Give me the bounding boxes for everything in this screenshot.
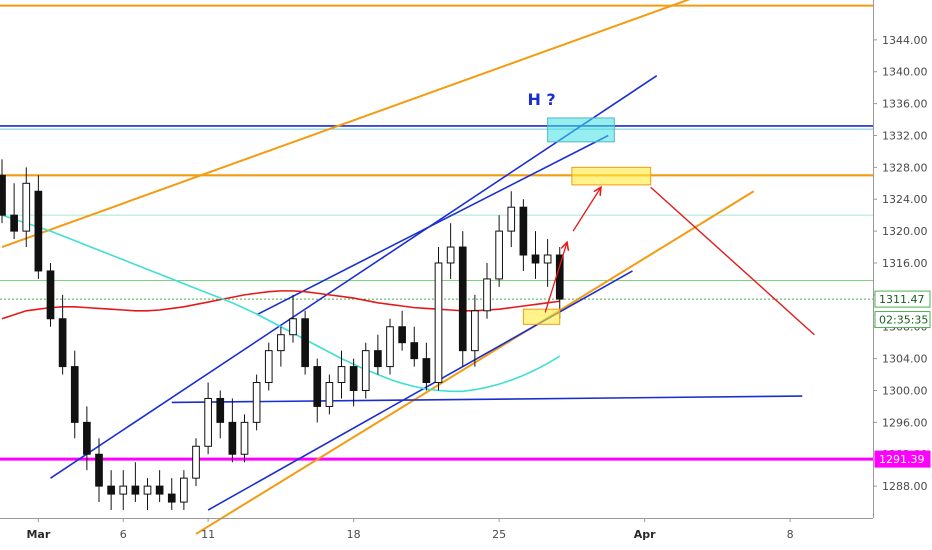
candle-body — [519, 206, 528, 256]
candle-body — [155, 485, 164, 495]
candle-body — [0, 174, 6, 216]
candle-body — [386, 326, 394, 368]
trendline-blue-upper — [50, 75, 658, 479]
x-tick-label: 18 — [347, 528, 361, 541]
trendline-blue-lower — [207, 270, 633, 511]
candle-body — [10, 214, 18, 232]
x-tick-label: 25 — [492, 528, 506, 541]
drawings-front-layer — [522, 117, 652, 325]
candle-body — [446, 246, 455, 264]
candle-body — [131, 485, 140, 495]
candle-body — [192, 445, 200, 479]
candle-body — [240, 421, 249, 455]
candle-body — [543, 254, 552, 264]
candle-body — [264, 350, 273, 384]
x-tick-label: 6 — [120, 528, 127, 541]
candle-body — [216, 397, 225, 423]
candle-body — [277, 334, 285, 352]
candle-body — [180, 477, 188, 503]
price-badge-box — [874, 311, 931, 329]
candle-body — [301, 318, 309, 368]
y-tick-label: 1288.00 — [882, 480, 928, 493]
y-tick-label: 1328.00 — [882, 161, 928, 174]
x-tick-label: 11 — [201, 528, 215, 541]
candle-body — [374, 350, 382, 368]
candle-body — [434, 262, 443, 384]
trendline-orange-upper — [1, 0, 691, 248]
candle-body — [361, 350, 370, 391]
target-box-yellow-upper — [571, 166, 652, 186]
trendline-blue-flat — [171, 395, 803, 404]
y-tick-label: 1340.00 — [882, 66, 928, 79]
price-badge-box — [874, 450, 931, 468]
price-badge-label: 1291.39 — [879, 453, 925, 466]
x-tick-label: Apr — [634, 528, 656, 541]
y-tick-label: 1296.00 — [882, 416, 928, 429]
y-tick-label: 1300.00 — [882, 384, 928, 397]
candle-body — [95, 453, 103, 487]
candle-body — [458, 246, 467, 352]
candle-body — [58, 318, 67, 368]
candle-body — [349, 366, 358, 391]
annotation-h: H ? — [527, 90, 555, 109]
y-tick-label: 1320.00 — [882, 225, 928, 238]
candle-body — [531, 254, 540, 264]
candle-body — [471, 310, 479, 352]
candles-layer — [0, 159, 564, 511]
y-tick-label: 1316.00 — [882, 257, 928, 270]
candle-body — [34, 190, 43, 272]
candle-body — [398, 326, 406, 344]
candle-body — [483, 278, 491, 312]
y-tick-label: 1336.00 — [882, 98, 928, 111]
candle-body — [507, 206, 516, 232]
price-badge-label: 1311.47 — [879, 293, 925, 306]
candle-body — [495, 230, 503, 280]
y-tick-label: 1332.00 — [882, 129, 928, 142]
candle-body — [83, 421, 91, 455]
y-tick-label: 1344.00 — [882, 34, 928, 47]
y-tick-label: 1324.00 — [882, 193, 928, 206]
y-tick-label: 1304.00 — [882, 353, 928, 366]
candle-body — [70, 366, 79, 423]
candle-body — [167, 493, 176, 503]
candle-body — [46, 270, 55, 320]
target-box-yellow-lower — [522, 308, 561, 325]
candle-body — [325, 382, 334, 407]
candle-body — [289, 318, 297, 336]
candle-body — [252, 382, 261, 423]
x-tick-label: 8 — [787, 528, 794, 541]
candle-body — [313, 366, 322, 407]
projection-line-red — [650, 186, 815, 336]
candle-body — [143, 485, 152, 495]
candle-body — [119, 485, 128, 495]
candle-body — [422, 358, 431, 384]
candle-body — [107, 485, 115, 495]
candle-body — [337, 366, 346, 384]
price-badge-label: 02:35:35 — [879, 314, 928, 327]
target-box-cyan — [547, 117, 615, 143]
candle-body — [204, 397, 212, 447]
candle-body — [228, 421, 237, 455]
candle-body — [22, 182, 31, 232]
candle-body — [555, 254, 564, 300]
candle-body — [410, 342, 419, 360]
price-badge-box — [874, 290, 931, 308]
x-tick-label: Mar — [26, 528, 50, 541]
trendline-blue-mid — [256, 134, 609, 316]
moving-average-line-1 — [1, 290, 560, 320]
projection-arrow-2 — [572, 187, 601, 232]
projection-arrow-1 — [544, 242, 567, 313]
